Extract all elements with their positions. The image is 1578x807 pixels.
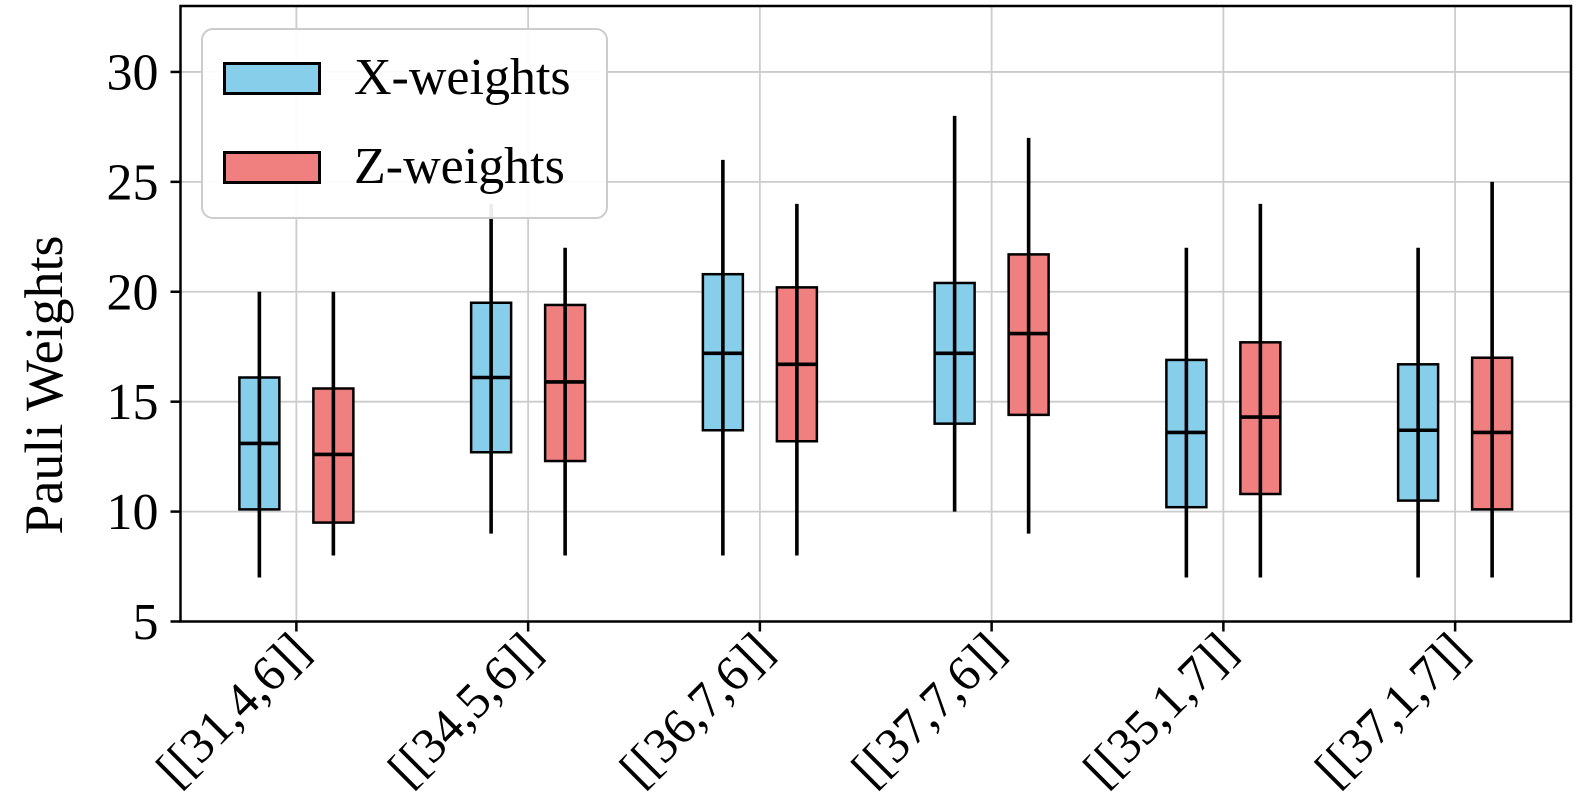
x-tick-label: [[37,7,6]] [840,622,1015,797]
legend-item-z-weights: Z-weights [223,141,580,193]
x-tick-label: [[34,5,6]] [377,622,552,797]
y-tick-label: 25 [107,154,159,211]
x-weights-swatch-icon [223,61,321,95]
x-tick-label: [[37,1,7]] [1304,622,1479,797]
legend-item-x-weights: X-weights [223,52,580,104]
y-tick-label: 20 [107,264,159,321]
legend-label-z-weights: Z-weights [354,138,565,195]
y-tick-label: 15 [107,374,159,431]
x-tick-label: [[31,4,6]] [145,622,320,797]
legend: X-weights Z-weights [201,28,608,219]
z-weights-swatch-icon [223,150,321,184]
y-tick-label: 5 [133,594,159,651]
plot-border [179,4,1573,623]
legend-label-x-weights: X-weights [354,49,571,106]
y-tick-label: 10 [107,484,159,541]
x-tick-label: [[35,1,7]] [1072,622,1247,797]
y-axis-label: Pauli Weights [14,235,74,535]
x-tick-label: [[36,7,6]] [609,622,784,797]
y-tick-label: 30 [107,44,159,101]
